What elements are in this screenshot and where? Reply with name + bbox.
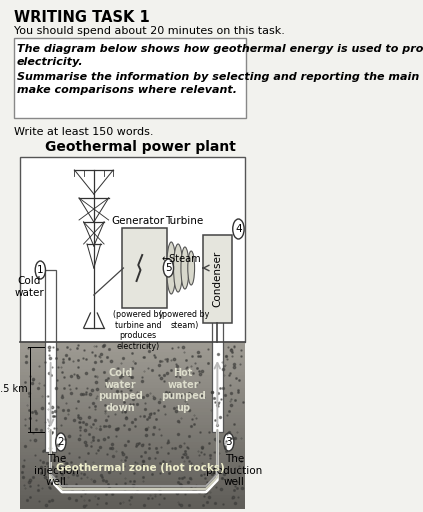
Bar [20,358,244,362]
Text: The diagram below shows how geothermal energy is used to produce: The diagram below shows how geothermal e… [17,44,423,54]
Bar [20,448,244,452]
Bar [20,342,244,346]
Text: ←Steam: ←Steam [161,254,201,264]
Text: Cold
water: Cold water [14,276,44,297]
Bar [20,425,244,429]
Text: 5: 5 [165,263,172,273]
Text: The
injection
well: The injection well [34,454,79,487]
Circle shape [224,433,234,451]
Text: Turbine: Turbine [165,216,204,226]
Bar [20,362,244,366]
Bar [20,378,244,382]
Ellipse shape [173,244,183,292]
Text: 2: 2 [58,437,64,447]
Circle shape [35,261,45,279]
Bar [212,270,223,432]
Text: 4.5 km: 4.5 km [0,385,27,395]
Bar [20,365,244,369]
Bar [20,458,244,462]
Bar [20,498,244,502]
Text: You should spend about 20 minutes on this task.: You should spend about 20 minutes on thi… [14,26,284,36]
Bar [20,429,244,432]
Text: 1: 1 [37,265,44,275]
Circle shape [56,433,66,451]
Text: electricity.: electricity. [17,57,84,67]
Text: Write at least 150 words.: Write at least 150 words. [14,127,153,137]
Bar [122,228,167,308]
Bar [20,492,244,495]
Bar [20,505,244,508]
Text: 4: 4 [235,224,242,234]
Bar [20,157,244,342]
Bar [20,369,244,372]
Bar [20,475,244,479]
Bar [20,488,244,492]
Text: Geothermal power plant: Geothermal power plant [45,140,236,154]
Text: Cold
water
pumped
down: Cold water pumped down [98,368,143,413]
Bar [20,452,244,455]
Text: make comparisons where relevant.: make comparisons where relevant. [17,85,237,95]
Bar [20,422,244,425]
Bar [20,355,244,359]
Bar [20,345,244,349]
Bar [20,468,244,472]
Bar [20,478,244,482]
Text: (powered by
steam): (powered by steam) [159,310,210,330]
Bar [20,485,244,488]
Bar [20,501,244,505]
Bar [14,38,246,118]
Text: Summarise the information by selecting and reporting the main features, and: Summarise the information by selecting a… [17,72,423,82]
Bar [20,455,244,459]
Bar [20,445,244,449]
Text: 3: 3 [225,437,232,447]
Bar [20,441,244,445]
Bar [20,412,244,416]
Text: Generator: Generator [111,216,165,226]
Bar [20,465,244,468]
Circle shape [233,219,244,239]
Bar [20,395,244,399]
Bar [20,372,244,376]
Bar [203,235,231,323]
Bar [20,405,244,409]
Bar [20,352,244,356]
Bar [20,375,244,379]
Bar [20,385,244,389]
Bar [20,398,244,402]
Bar [20,349,244,352]
Bar [20,432,244,436]
Bar [20,389,244,392]
Text: Hot
water
pumped
up: Hot water pumped up [161,368,206,413]
Bar [20,382,244,386]
Bar [20,461,244,465]
Ellipse shape [181,247,189,289]
Bar [20,409,244,412]
Ellipse shape [188,251,195,285]
Ellipse shape [167,242,176,294]
Bar [20,418,244,422]
Bar [20,392,244,396]
Bar [20,438,244,442]
Text: Geothermal zone (hot rocks): Geothermal zone (hot rocks) [56,463,225,473]
Bar [20,402,244,406]
Bar [20,481,244,485]
Bar [20,435,244,439]
Circle shape [163,259,173,277]
Bar [45,270,56,452]
Bar [20,415,244,419]
Text: Condenser: Condenser [212,251,222,307]
Text: (powered by
turbine and
produces
electricity): (powered by turbine and produces electri… [113,310,163,351]
Bar [20,495,244,499]
Text: WRITING TASK 1: WRITING TASK 1 [14,10,149,25]
Text: The
production
well: The production well [206,454,263,487]
Bar [20,472,244,475]
